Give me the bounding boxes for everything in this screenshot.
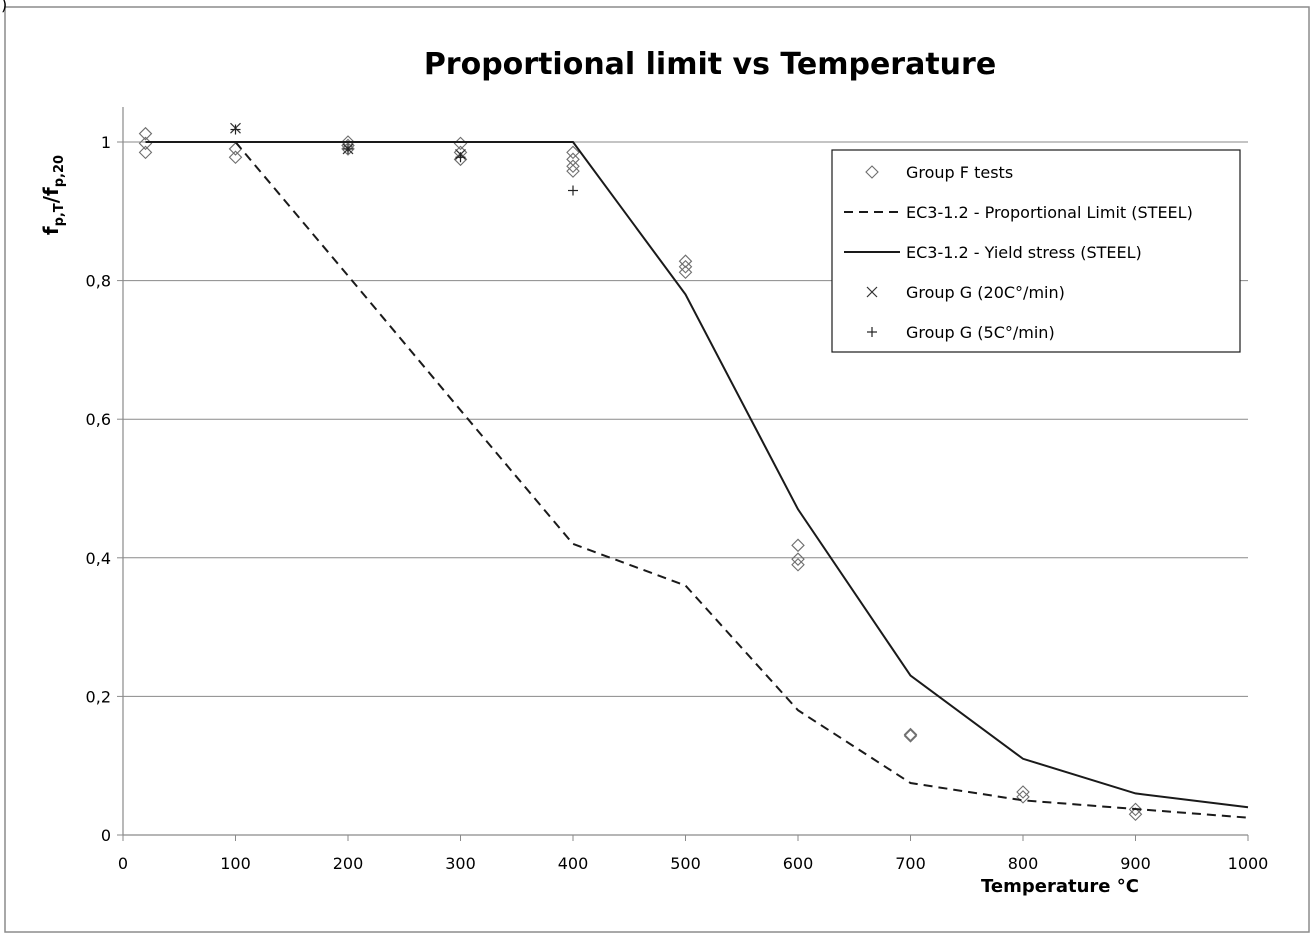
x-tick-label: 300 — [445, 854, 476, 873]
legend-marker-x — [866, 286, 878, 298]
data-point-diamond — [791, 538, 805, 553]
y-tick-label: 0,4 — [86, 549, 111, 568]
y-label-main: f — [39, 226, 63, 235]
x-tick-label: 600 — [783, 854, 814, 873]
data-point-diamond — [903, 727, 918, 742]
data-point-diamond — [566, 164, 580, 178]
y-label-slash: /f — [39, 187, 63, 203]
proportional-limit-line — [145, 141, 1249, 819]
data-point-plus — [455, 152, 466, 163]
y-label-sub2: p,20 — [52, 155, 67, 187]
x-tick-label: 100 — [220, 854, 251, 873]
data-point-diamond — [1128, 807, 1143, 821]
series-layer — [138, 122, 1249, 821]
data-point-diamond — [1128, 802, 1143, 817]
y-tick-label: 1 — [101, 133, 111, 152]
legend-entry-label: Group G (5C°/min) — [906, 323, 1055, 342]
y-tick-label: 0 — [101, 826, 111, 845]
legend-entry-label: Group F tests — [906, 163, 1013, 182]
y-tick-label: 0,2 — [86, 687, 111, 706]
data-point-diamond — [678, 265, 693, 280]
series-4 — [230, 124, 578, 196]
legend-marker-plus — [867, 327, 877, 337]
legend-marker-diamond — [865, 165, 879, 179]
x-axis-label: Temperature °C — [981, 876, 1139, 897]
legend-entry-label: EC3-1.2 - Proportional Limit (STEEL) — [906, 203, 1193, 222]
y-tick-label: 0,6 — [86, 410, 111, 429]
legend-entry-label: EC3-1.2 - Yield stress (STEEL) — [906, 243, 1142, 262]
y-label-sub1: p,T — [52, 203, 67, 226]
data-point-diamond — [791, 557, 805, 572]
y-tick-label: 0,8 — [86, 272, 111, 291]
data-point-diamond — [1016, 790, 1030, 804]
x-tick-label: 0 — [118, 854, 128, 873]
data-point-diamond — [678, 254, 693, 268]
chart-title: Proportional limit vs Temperature — [424, 47, 996, 82]
x-tick-label: 200 — [333, 854, 364, 873]
data-point-diamond — [138, 126, 153, 141]
data-point-plus — [343, 143, 353, 154]
y-axis-label: fp,T/fp,20 — [39, 155, 67, 235]
data-point-plus — [568, 185, 578, 196]
data-point-diamond — [566, 159, 580, 174]
x-marker-stroke — [866, 286, 878, 298]
data-point-diamond — [566, 145, 580, 160]
data-point-diamond — [903, 729, 918, 743]
data-point-diamond — [1016, 785, 1030, 799]
x-tick-label: 400 — [558, 854, 589, 873]
data-point-diamond — [791, 552, 805, 566]
yield-stress-line — [145, 141, 1249, 809]
legend: Group F tests EC3-1.2 - Proportional Limi… — [831, 149, 1241, 353]
x-tick-label: 500 — [670, 854, 701, 873]
data-point-diamond — [228, 150, 243, 165]
series-1 — [145, 141, 1249, 819]
series-2 — [145, 141, 1249, 809]
chart-border — [4, 6, 1310, 933]
ticks-layer: 0 0,2 0,4 0,6 0,8 1 0 100 200 300 400 500 600 700 800 9… — [86, 133, 1269, 873]
x-tick-label: 1000 — [1228, 854, 1269, 873]
legend-entry-label: Group G (20C°/min) — [906, 283, 1065, 302]
x-tick-label: 800 — [1008, 854, 1039, 873]
data-point-diamond — [341, 142, 355, 156]
x-tick-label: 700 — [895, 854, 926, 873]
data-point-diamond — [138, 145, 153, 160]
data-point-plus — [230, 124, 241, 135]
data-point-diamond — [678, 259, 693, 274]
corner-mark: ) — [1, 0, 7, 14]
x-tick-label: 900 — [1120, 854, 1151, 873]
